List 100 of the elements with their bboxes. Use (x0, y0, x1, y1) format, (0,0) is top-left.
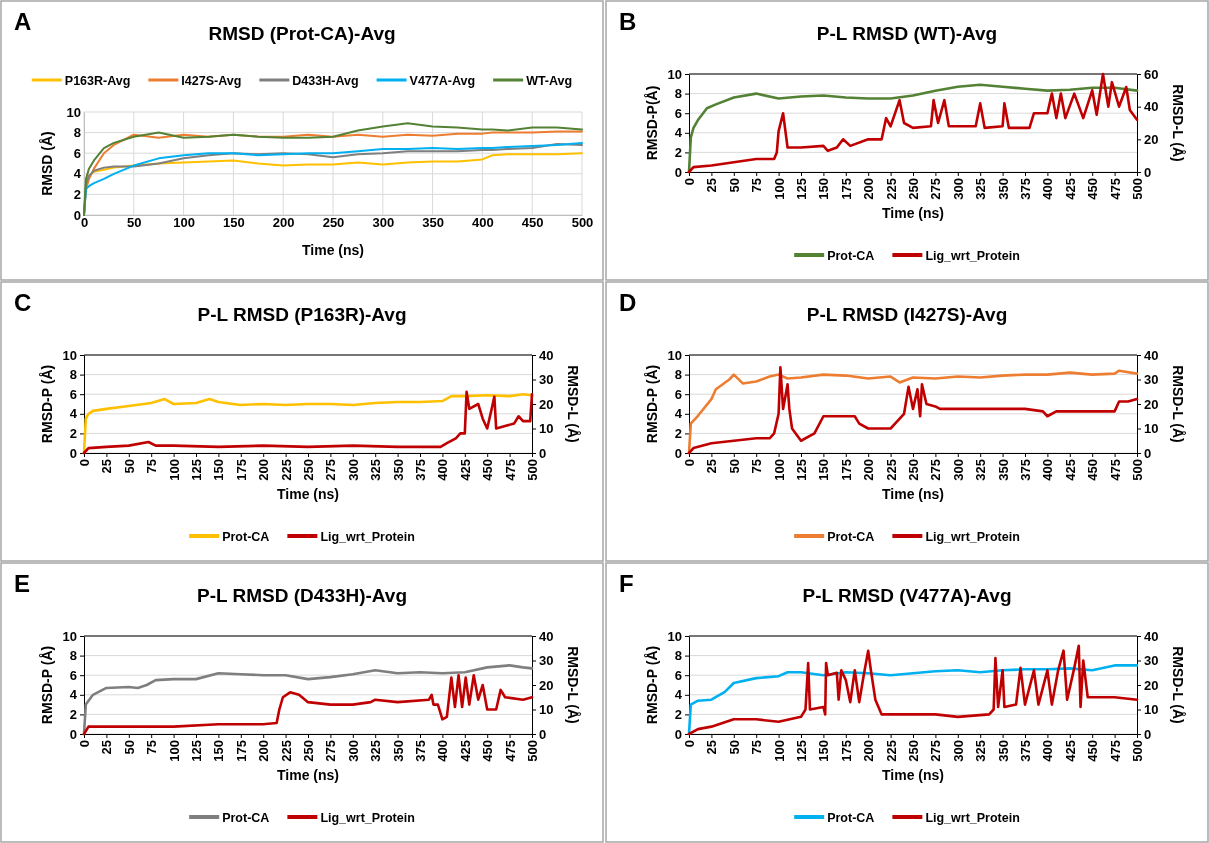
x-tick-label: 375 (1018, 459, 1034, 481)
y2-tick-label: 30 (539, 372, 554, 388)
x-tick-label: 75 (749, 459, 765, 474)
text: B (619, 8, 637, 35)
y2-tick-label: 30 (1144, 653, 1159, 669)
x-tick-label: 150 (816, 178, 832, 200)
x-tick-label: 375 (413, 740, 429, 762)
y-tick-label: 8 (69, 648, 77, 664)
x-tick-label: 500 (1130, 459, 1146, 481)
legend-label: P163R-Avg (64, 73, 131, 88)
x-tick-label: 75 (144, 459, 160, 474)
x-tick-label: 450 (1085, 178, 1101, 200)
x-tick-label: 125 (189, 459, 205, 481)
y-tick-label: 4 (674, 125, 683, 141)
x-tick-label: 450 (521, 215, 544, 231)
x-tick-label: 200 (256, 740, 272, 762)
x-tick-label: 100 (173, 215, 195, 231)
x-tick-label: 400 (1040, 178, 1056, 200)
x-tick-label: 150 (211, 740, 227, 762)
y-tick-label: 10 (667, 66, 682, 82)
x-tick-label: 250 (906, 459, 922, 481)
legend-label: Prot-CA (222, 810, 270, 825)
x-tick-label: 425 (1062, 459, 1078, 481)
x-tick-label: 25 (99, 459, 115, 474)
y2-tick-label: 40 (1144, 99, 1159, 115)
x-tick-label: 150 (816, 740, 832, 762)
x-tick-label: 400 (472, 215, 494, 231)
x-tick-label: 100 (166, 740, 182, 762)
y2-tick-label: 40 (539, 628, 554, 644)
y-tick-label: 10 (62, 628, 77, 644)
y-axis-title: RMSD-P(Å) (644, 85, 660, 161)
y2-tick-label: 40 (539, 347, 554, 363)
y-tick-label: 8 (674, 648, 682, 664)
y2-tick-label: 40 (1144, 347, 1159, 363)
y-tick-label: 6 (674, 105, 682, 121)
text: D (619, 289, 637, 316)
x-tick-label: 125 (189, 740, 205, 762)
x-tick-label: 250 (322, 215, 345, 231)
x-tick-label: 175 (838, 178, 854, 200)
y-tick-label: 2 (69, 426, 77, 442)
x-tick-label: 175 (233, 740, 249, 762)
x-tick-label: 225 (278, 459, 294, 481)
chart-title: P-L RMSD (I427S)-Avg (806, 304, 1008, 325)
x-tick-label: 50 (726, 178, 742, 193)
y-axis-title: RMSD-P (Å) (644, 645, 660, 725)
x-tick-label: 50 (121, 740, 137, 755)
y-tick-label: 2 (674, 145, 682, 161)
x-tick-label: 50 (726, 740, 742, 755)
x-tick-label: 450 (480, 740, 496, 762)
x-tick-label: 25 (704, 178, 720, 193)
y2-axis-title: RMSD-L (Å) (1170, 646, 1186, 724)
x-tick-label: 475 (502, 740, 518, 762)
x-tick-label: 100 (771, 740, 787, 762)
x-tick-label: 450 (1085, 740, 1101, 762)
x-tick-label: 325 (973, 740, 989, 762)
x-tick-label: 175 (233, 459, 249, 481)
x-tick-label: 400 (1040, 740, 1056, 762)
y-tick-label: 6 (674, 667, 682, 683)
y-axis-title: RMSD-P (Å) (39, 364, 55, 444)
x-tick-label: 350 (995, 178, 1011, 200)
y-tick-label: 2 (73, 187, 81, 203)
legend-label: Lig_wrt_Protein (925, 248, 1020, 263)
x-tick-label: 275 (323, 740, 339, 762)
y2-tick-label: 20 (539, 396, 554, 412)
y-tick-label: 4 (674, 687, 683, 703)
x-tick-label: 375 (1018, 740, 1034, 762)
y-tick-label: 8 (674, 367, 682, 383)
legend-label: Prot-CA (827, 248, 875, 263)
legend-label: Lig_wrt_Protein (925, 810, 1020, 825)
x-tick-label: 200 (256, 459, 272, 481)
y-tick-label: 10 (62, 347, 77, 363)
y-tick-label: 6 (69, 667, 77, 683)
x-tick-label: 225 (278, 740, 294, 762)
legend-label: Prot-CA (827, 529, 875, 544)
x-tick-label: 0 (682, 740, 698, 748)
x-tick-label: 450 (480, 459, 496, 481)
x-tick-label: 25 (99, 740, 115, 755)
chart-title: P-L RMSD (D433H)-Avg (196, 585, 408, 606)
y-tick-label: 4 (69, 687, 78, 703)
x-tick-label: 300 (345, 740, 361, 762)
x-tick-label: 75 (144, 740, 160, 755)
x-tick-label: 275 (323, 459, 339, 481)
y-tick-label: 4 (69, 406, 78, 422)
x-tick-label: 275 (928, 178, 944, 200)
x-tick-label: 200 (861, 459, 877, 481)
x-tick-label: 425 (457, 740, 473, 762)
text: F (619, 570, 634, 597)
x-tick-label: 475 (502, 459, 518, 481)
x-tick-label: 375 (1018, 178, 1034, 200)
y2-tick-label: 10 (539, 421, 554, 437)
text: E (14, 570, 31, 597)
x-tick-label: 350 (995, 740, 1011, 762)
x-tick-label: 50 (726, 459, 742, 474)
y2-tick-label: 20 (539, 677, 554, 693)
x-tick-label: 125 (794, 178, 810, 200)
x-tick-label: 400 (435, 459, 451, 481)
x-tick-label: 175 (838, 740, 854, 762)
x-tick-label: 200 (861, 740, 877, 762)
y2-axis-title: RMSD-L (Å) (565, 365, 581, 443)
x-tick-label: 375 (413, 459, 429, 481)
